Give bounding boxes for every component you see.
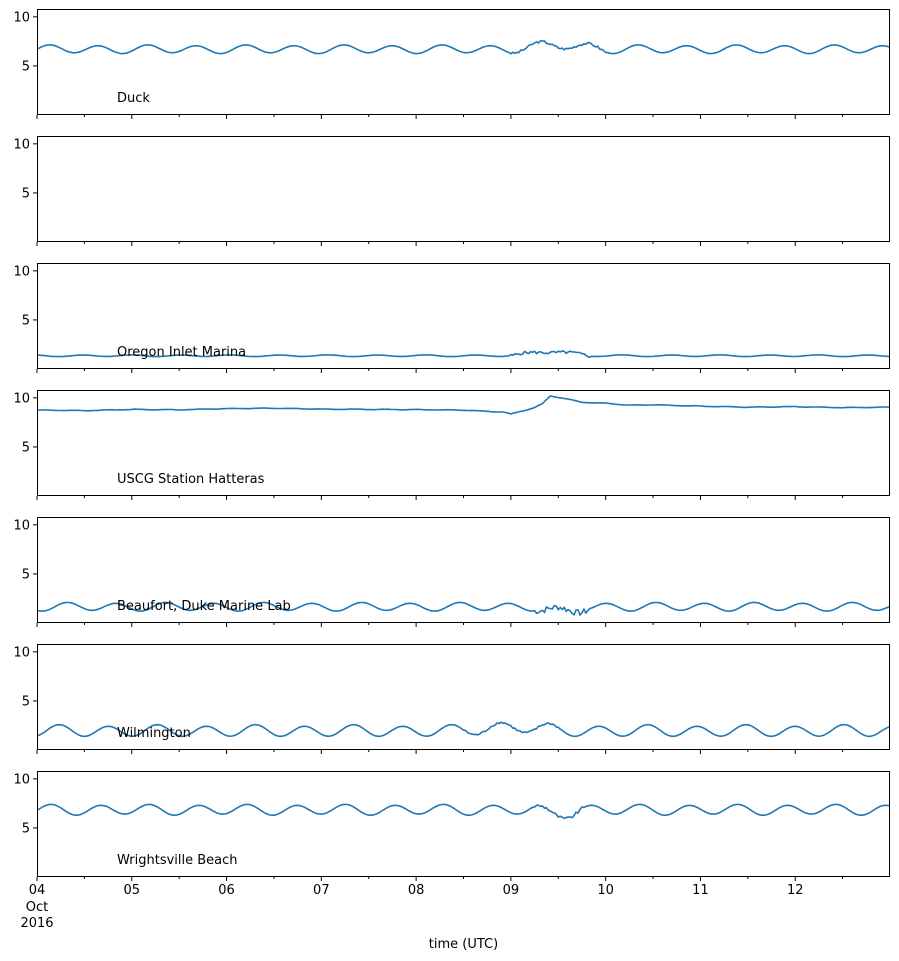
panel-2: 5 10 bbox=[13, 136, 890, 246]
x-tick-label: 07 bbox=[313, 883, 330, 898]
y-tick-label: 5 bbox=[22, 821, 30, 836]
series-line-4 bbox=[37, 395, 890, 415]
x-tick-label: 06 bbox=[218, 883, 235, 898]
panel-6: 5 10 Wilmington bbox=[13, 644, 890, 754]
y-tick-label: 5 bbox=[22, 694, 30, 709]
panel-5: 5 10 Beaufort, Duke Marine Lab bbox=[13, 517, 890, 627]
x-tick-label: 05 bbox=[124, 883, 141, 898]
y-tick-label: 10 bbox=[13, 264, 30, 279]
y-tick-label: 10 bbox=[13, 518, 30, 533]
panel-7: 5 10 Wrightsville Beach bbox=[13, 771, 890, 881]
x-tick-label: 11 bbox=[692, 883, 709, 898]
series-line-3 bbox=[37, 350, 890, 359]
y-tick-label: 5 bbox=[22, 440, 30, 455]
x-tick-label: 09 bbox=[503, 883, 520, 898]
x-tick-label: 12 bbox=[787, 883, 804, 898]
series-line-5 bbox=[37, 601, 890, 617]
plot-frame bbox=[37, 390, 890, 496]
station-label: Duck bbox=[117, 91, 150, 106]
series-line-7 bbox=[37, 803, 890, 820]
y-tick-label: 5 bbox=[22, 59, 30, 74]
x-axis-label: time (UTC) bbox=[429, 937, 498, 952]
series-line-1 bbox=[37, 39, 890, 55]
x-tick-sublabel: Oct bbox=[26, 900, 48, 915]
station-label: Wrightsville Beach bbox=[117, 853, 238, 868]
y-tick-label: 10 bbox=[13, 137, 30, 152]
y-tick-label: 5 bbox=[22, 567, 30, 582]
station-label: Wilmington bbox=[117, 726, 191, 741]
x-tick-label: 10 bbox=[597, 883, 614, 898]
station-label: Oregon Inlet Marina bbox=[117, 345, 246, 360]
plot-frame bbox=[37, 136, 890, 242]
plot-frame bbox=[37, 9, 890, 115]
panel-3: 5 10 Oregon Inlet Marina bbox=[13, 263, 890, 373]
y-tick-label: 10 bbox=[13, 772, 30, 787]
x-tick-label: 08 bbox=[408, 883, 425, 898]
y-tick-label: 5 bbox=[22, 313, 30, 328]
series-line-6 bbox=[37, 721, 890, 738]
y-tick-label: 10 bbox=[13, 391, 30, 406]
panel-1: 5 10 Duck bbox=[13, 9, 890, 119]
plot-frame bbox=[37, 517, 890, 623]
y-tick-label: 10 bbox=[13, 645, 30, 660]
x-tick-label: 04 bbox=[29, 883, 46, 898]
y-tick-label: 10 bbox=[13, 10, 30, 25]
station-label: USCG Station Hatteras bbox=[117, 472, 265, 487]
station-label: Beaufort, Duke Marine Lab bbox=[117, 599, 291, 614]
plot-frame bbox=[37, 771, 890, 877]
plot-frame bbox=[37, 644, 890, 750]
x-tick-sublabel: 2016 bbox=[20, 916, 53, 931]
y-tick-label: 5 bbox=[22, 186, 30, 201]
panel-4: 5 10 USCG Station Hatteras bbox=[13, 390, 890, 500]
plot-frame bbox=[37, 263, 890, 369]
